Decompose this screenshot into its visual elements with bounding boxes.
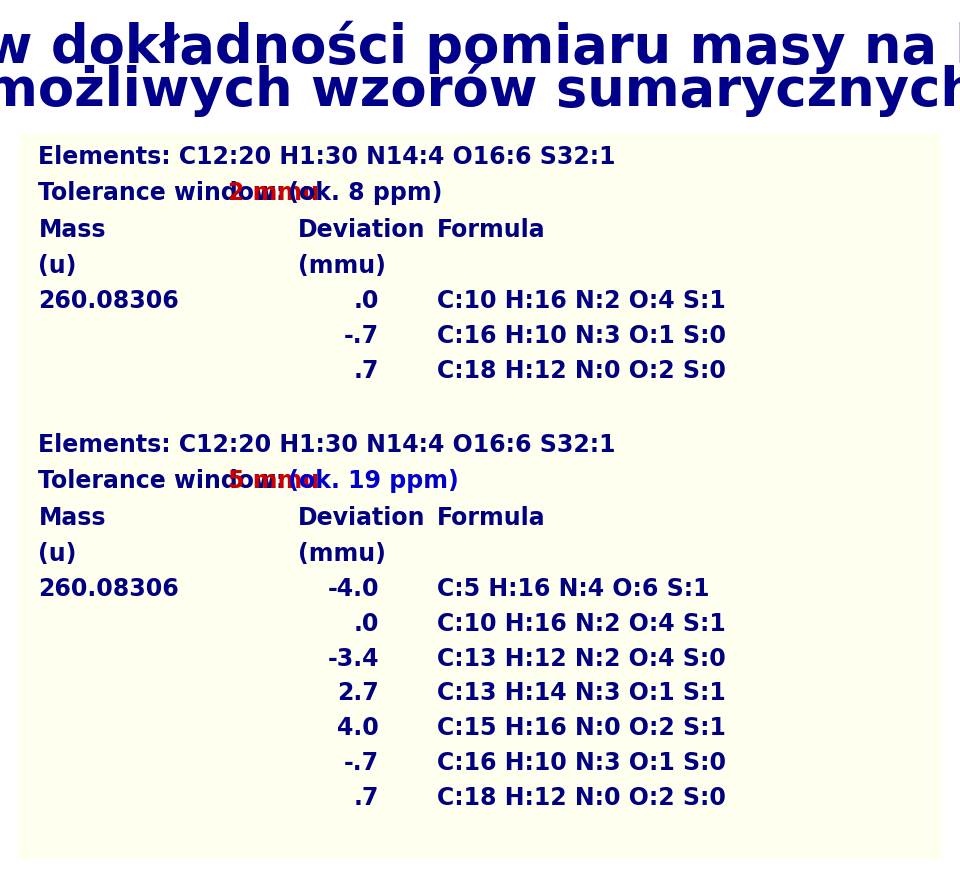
Text: (ok. 19 ppm): (ok. 19 ppm) bbox=[280, 468, 459, 493]
Text: 4.0: 4.0 bbox=[338, 715, 379, 740]
Text: C:5 H:16 N:4 O:6 S:1: C:5 H:16 N:4 O:6 S:1 bbox=[437, 576, 709, 600]
Text: C:18 H:12 N:0 O:2 S:0: C:18 H:12 N:0 O:2 S:0 bbox=[437, 358, 726, 382]
Text: C:16 H:10 N:3 O:1 S:0: C:16 H:10 N:3 O:1 S:0 bbox=[437, 323, 726, 348]
Text: .7: .7 bbox=[354, 785, 379, 809]
Text: 2 mmu: 2 mmu bbox=[228, 181, 319, 205]
Text: (mmu): (mmu) bbox=[298, 254, 386, 278]
Text: Elements: C12:20 H1:30 N14:4 O16:6 S32:1: Elements: C12:20 H1:30 N14:4 O16:6 S32:1 bbox=[38, 144, 616, 169]
Text: .0: .0 bbox=[354, 289, 379, 313]
Text: Tolerance window:: Tolerance window: bbox=[38, 181, 294, 205]
Text: C:13 H:12 N:2 O:4 S:0: C:13 H:12 N:2 O:4 S:0 bbox=[437, 646, 726, 670]
Text: Elements: C12:20 H1:30 N14:4 O16:6 S32:1: Elements: C12:20 H1:30 N14:4 O16:6 S32:1 bbox=[38, 432, 616, 456]
Text: C:15 H:16 N:0 O:2 S:1: C:15 H:16 N:0 O:2 S:1 bbox=[437, 715, 726, 740]
Text: -4.0: -4.0 bbox=[327, 576, 379, 600]
Text: C:10 H:16 N:2 O:4 S:1: C:10 H:16 N:2 O:4 S:1 bbox=[437, 289, 726, 313]
Text: Mass: Mass bbox=[38, 505, 106, 529]
Text: 5 mmu: 5 mmu bbox=[228, 468, 319, 493]
Text: C:16 H:10 N:3 O:1 S:0: C:16 H:10 N:3 O:1 S:0 bbox=[437, 750, 726, 774]
Text: 260.08306: 260.08306 bbox=[38, 289, 180, 313]
Text: -.7: -.7 bbox=[344, 323, 379, 348]
Text: C:13 H:14 N:3 O:1 S:1: C:13 H:14 N:3 O:1 S:1 bbox=[437, 680, 726, 705]
Text: możliwych wzorów sumarycznych: możliwych wzorów sumarycznych bbox=[0, 63, 960, 117]
Text: 2.7: 2.7 bbox=[338, 680, 379, 705]
Text: Deviation: Deviation bbox=[298, 217, 425, 242]
Text: Tolerance window:: Tolerance window: bbox=[38, 468, 294, 493]
Text: (u): (u) bbox=[38, 541, 77, 566]
Text: (ok. 8 ppm): (ok. 8 ppm) bbox=[280, 181, 443, 205]
Text: -3.4: -3.4 bbox=[327, 646, 379, 670]
Text: Wpływ dokładności pomiaru masy na liczbę: Wpływ dokładności pomiaru masy na liczbę bbox=[0, 21, 960, 75]
Bar bbox=[19, 135, 941, 860]
Text: C:18 H:12 N:0 O:2 S:0: C:18 H:12 N:0 O:2 S:0 bbox=[437, 785, 726, 809]
Text: (mmu): (mmu) bbox=[298, 541, 386, 566]
Text: 260.08306: 260.08306 bbox=[38, 576, 180, 600]
Text: C:10 H:16 N:2 O:4 S:1: C:10 H:16 N:2 O:4 S:1 bbox=[437, 611, 726, 635]
Text: .7: .7 bbox=[354, 358, 379, 382]
Text: Mass: Mass bbox=[38, 217, 106, 242]
Text: .0: .0 bbox=[354, 611, 379, 635]
Text: (u): (u) bbox=[38, 254, 77, 278]
Text: Deviation: Deviation bbox=[298, 505, 425, 529]
Text: -.7: -.7 bbox=[344, 750, 379, 774]
Text: Formula: Formula bbox=[437, 217, 545, 242]
Text: Formula: Formula bbox=[437, 505, 545, 529]
